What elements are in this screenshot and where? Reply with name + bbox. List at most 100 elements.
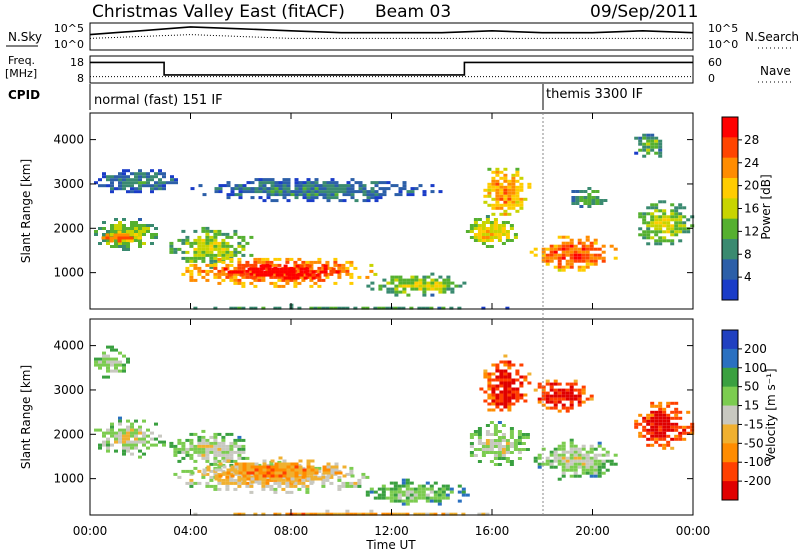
heatmap-cell <box>658 221 663 225</box>
power-colorbar-tick-label: 8 <box>744 247 752 261</box>
heatmap-cell <box>501 233 506 236</box>
heatmap-cell <box>382 193 387 197</box>
heatmap-cell <box>493 445 498 448</box>
heatmap-cell <box>217 275 222 279</box>
heatmap-cell <box>217 487 222 491</box>
heatmap-cell <box>573 244 578 248</box>
heatmap-cell <box>473 218 478 221</box>
heatmap-cell <box>674 227 679 231</box>
heatmap-cell <box>122 175 126 179</box>
heatmap-cell <box>515 188 520 192</box>
heatmap-cell <box>166 181 170 185</box>
heatmap-cell <box>670 422 675 426</box>
heatmap-cell <box>230 187 235 191</box>
heatmap-cell <box>409 499 414 503</box>
heatmap-cell <box>134 431 138 435</box>
heatmap-cell <box>118 245 122 248</box>
heatmap-cell <box>499 384 504 388</box>
heatmap-cell <box>177 450 182 454</box>
heatmap-cell <box>634 419 639 423</box>
heatmap-cell <box>429 512 434 516</box>
heatmap-cell <box>477 448 482 451</box>
heatmap-cell <box>185 266 190 270</box>
heatmap-cell <box>217 459 222 463</box>
heatmap-cell <box>573 394 578 398</box>
heatmap-cell <box>354 190 359 194</box>
heatmap-cell <box>493 439 498 442</box>
heatmap-cell <box>134 440 138 444</box>
heatmap-cell <box>593 471 598 475</box>
heatmap-cell <box>557 453 562 457</box>
heatmap-cell <box>497 230 502 233</box>
heatmap-cell <box>341 512 346 516</box>
heatmap-cell <box>238 187 243 191</box>
heatmap-cell <box>595 199 600 202</box>
heatmap-cell <box>358 181 363 185</box>
heatmap-cell <box>314 468 319 472</box>
heatmap-cell <box>118 431 122 435</box>
heatmap-cell <box>338 187 343 191</box>
heatmap-cell <box>386 290 391 294</box>
heatmap-cell <box>593 447 598 451</box>
heatmap-cell <box>365 475 370 479</box>
heatmap-cell <box>662 437 667 441</box>
heatmap-cell <box>678 434 683 438</box>
heatmap-cell <box>286 468 291 472</box>
heatmap-cell <box>102 354 106 358</box>
heatmap-cell <box>241 447 246 451</box>
heatmap-cell <box>102 172 106 176</box>
heatmap-cell <box>581 447 586 451</box>
heatmap-cell <box>501 230 506 233</box>
heatmap-cell <box>487 396 492 400</box>
heatmap-cell <box>189 441 194 445</box>
heatmap-cell <box>361 306 366 310</box>
heatmap-cell <box>130 190 134 194</box>
heatmap-cell <box>393 512 398 516</box>
heatmap-cell <box>313 512 318 516</box>
heatmap-cell <box>426 281 431 285</box>
heatmap-cell <box>294 477 299 481</box>
heatmap-cell <box>410 287 415 291</box>
heatmap-cell <box>333 512 338 516</box>
heatmap-cell <box>561 394 566 398</box>
heatmap-cell <box>545 379 550 383</box>
heatmap-cell <box>505 230 510 233</box>
heatmap-cell <box>553 397 558 401</box>
heatmap-cell <box>286 190 291 194</box>
heatmap-cell <box>398 278 403 282</box>
heatmap-cell <box>557 391 562 395</box>
heatmap-cell <box>214 190 219 194</box>
heatmap-cell <box>322 471 327 475</box>
heatmap-cell <box>213 275 218 279</box>
heatmap-cell <box>601 453 606 457</box>
heatmap-cell <box>134 221 138 224</box>
heatmap-cell <box>110 348 114 352</box>
heatmap-cell <box>491 390 496 394</box>
heatmap-cell <box>597 459 602 463</box>
heatmap-cell <box>453 512 458 516</box>
heatmap-cell <box>201 275 206 279</box>
heatmap-cell <box>221 238 226 242</box>
heatmap-cell <box>138 233 142 236</box>
heatmap-cell <box>390 278 395 282</box>
heatmap-cell <box>487 185 492 189</box>
heatmap-cell <box>654 425 659 429</box>
heatmap-cell <box>654 242 659 246</box>
heatmap-cell <box>581 453 586 457</box>
heatmap-cell <box>162 172 166 176</box>
heatmap-cell <box>449 487 454 491</box>
heatmap-cell <box>481 448 486 451</box>
heatmap-cell <box>114 366 118 370</box>
heatmap-cell <box>658 230 663 234</box>
heatmap-cell <box>666 419 671 423</box>
heatmap-cell <box>349 275 354 279</box>
heatmap-cell <box>658 236 663 240</box>
heatmap-cell <box>277 481 282 485</box>
heatmap-cell <box>386 281 391 285</box>
heatmap-cell <box>573 465 578 469</box>
heatmap-cell <box>553 244 558 248</box>
heatmap-cell <box>303 276 308 280</box>
heatmap-cell <box>209 269 214 273</box>
heatmap-cell <box>262 471 267 475</box>
heatmap-cell <box>241 247 246 251</box>
